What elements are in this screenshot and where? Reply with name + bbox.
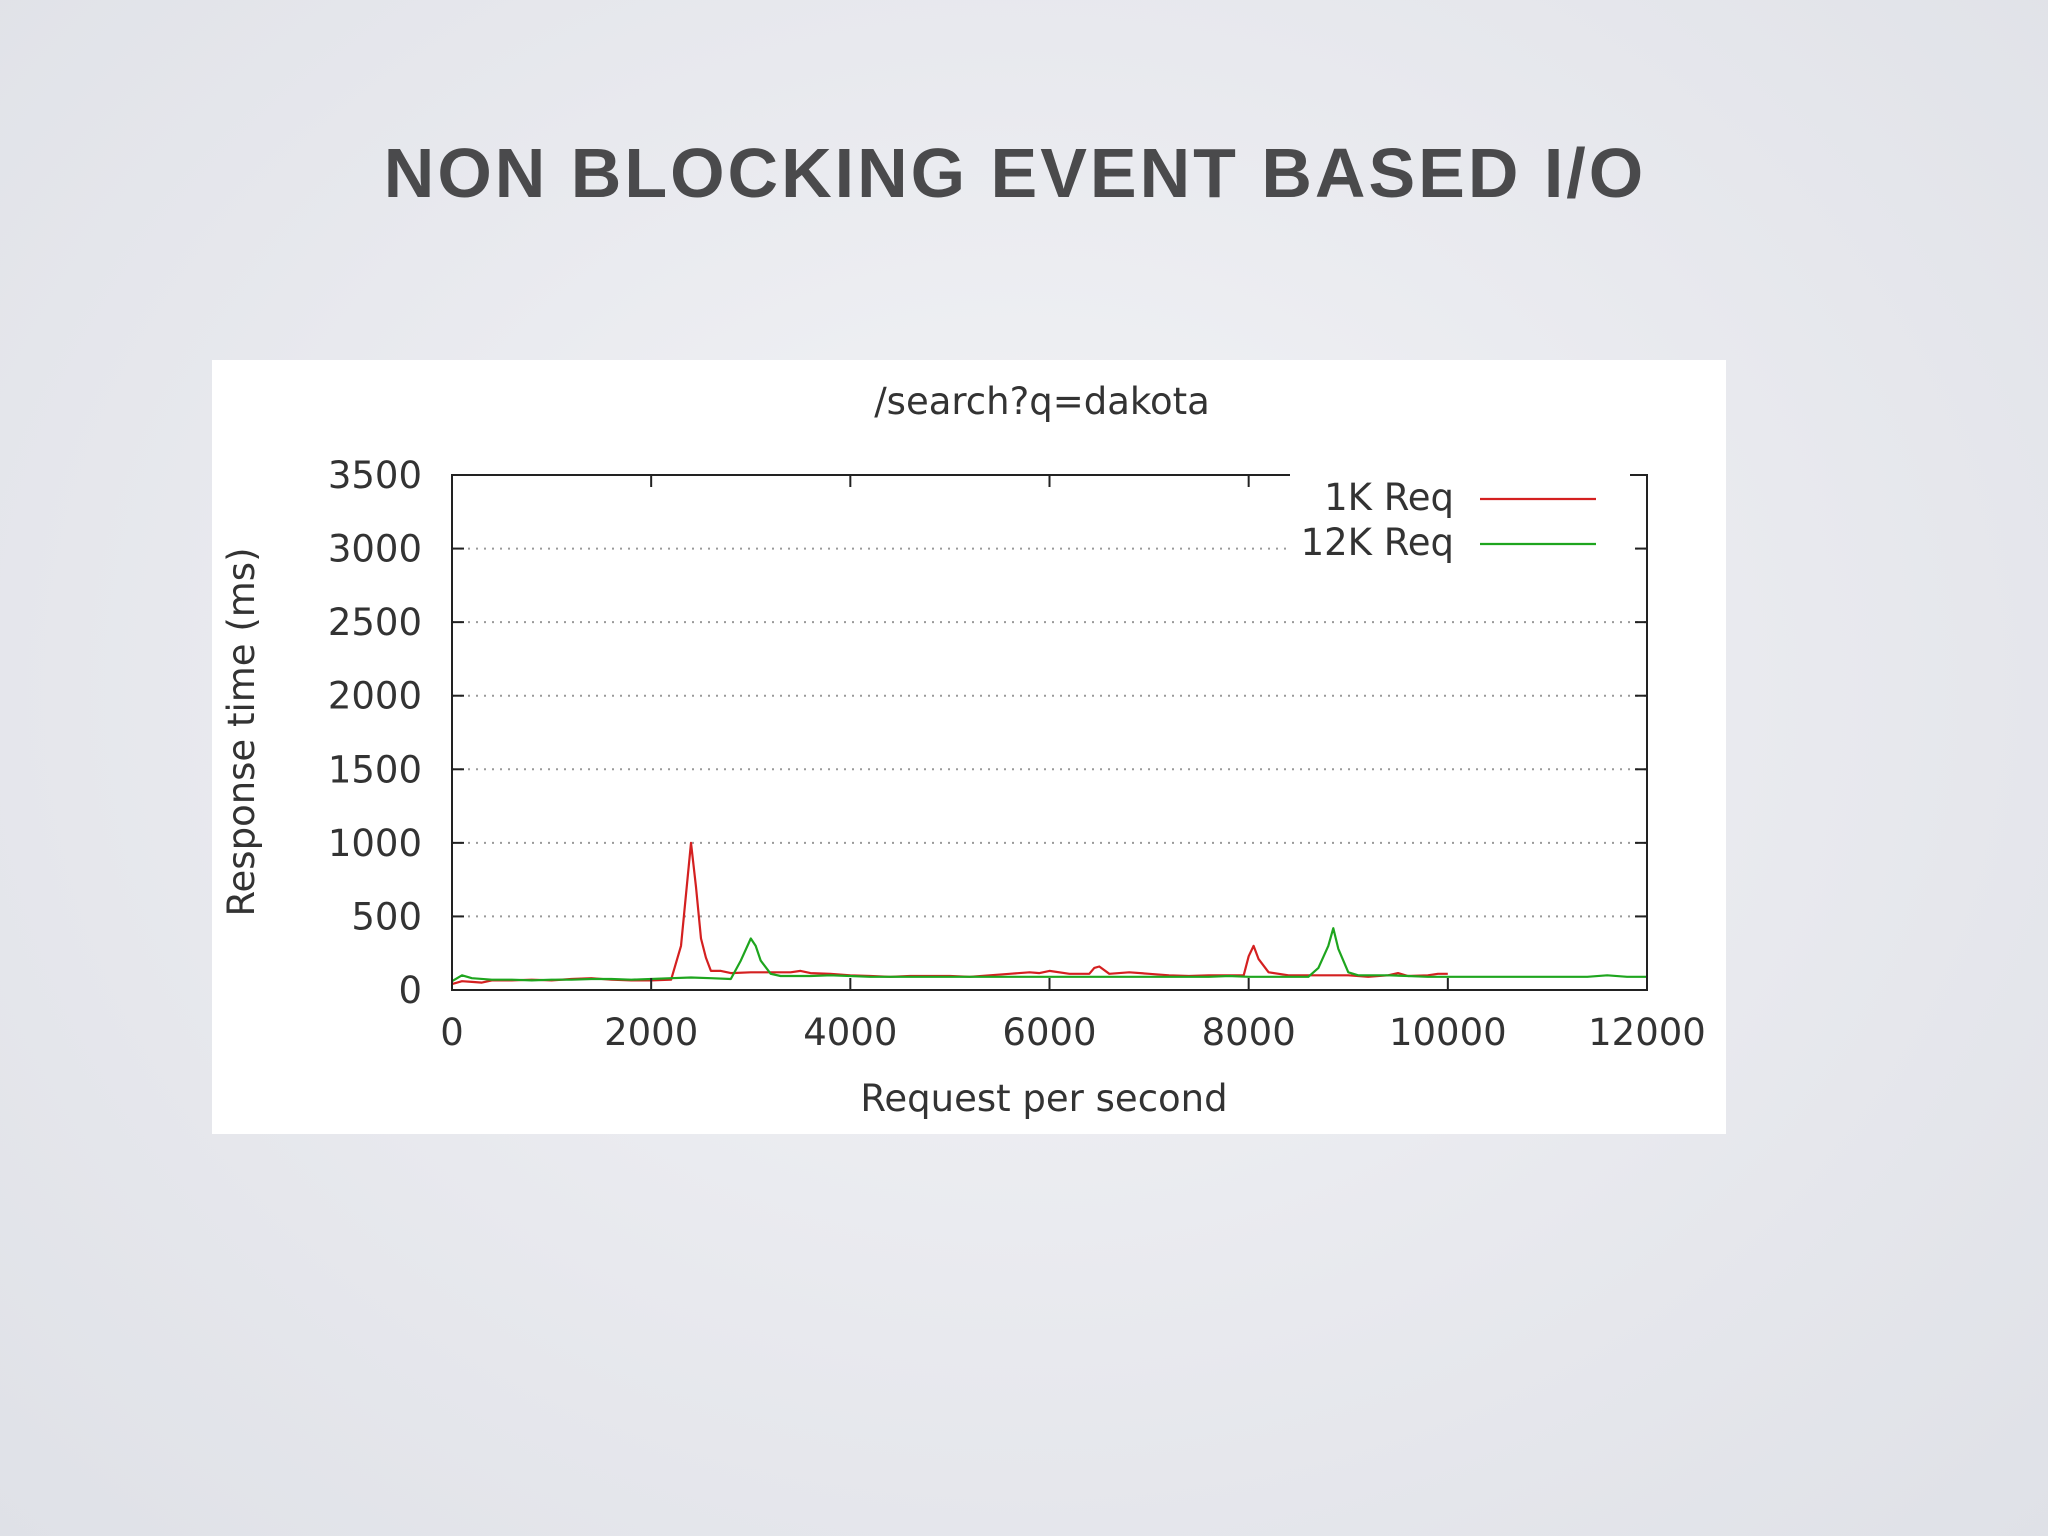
series-line-1k-req (451, 841, 1448, 986)
y-tick-label: 1500 (328, 748, 422, 791)
y-tick-labels: 0 500 1000 1500 2000 2500 3000 3500 (328, 454, 422, 1012)
x-tick-labels: 0 2000 4000 6000 8000 10000 12000 (440, 1011, 1706, 1054)
legend-label: 12K Req (1301, 521, 1454, 564)
x-tick-label: 12000 (1588, 1011, 1706, 1054)
y-tick-label: 2500 (328, 601, 422, 644)
x-tick-label: 2000 (604, 1011, 698, 1054)
legend-bg (1290, 518, 1630, 562)
x-tick-label: 0 (440, 1011, 464, 1054)
slide-title: NON BLOCKING EVENT BASED I/O (383, 134, 1647, 212)
line-chart: /search?q=dakota 0 500 1000 1500 2000 2500 300… (220, 380, 1706, 1120)
legend-label: 1K Req (1324, 476, 1454, 519)
x-tick-label: 8000 (1202, 1011, 1296, 1054)
legend-bg (1290, 473, 1630, 517)
grid-lines (452, 547, 1647, 918)
x-tick-label: 4000 (803, 1011, 897, 1054)
y-tick-label: 500 (351, 895, 422, 938)
y-tick-label: 2000 (328, 675, 422, 718)
chart-panel: /search?q=dakota 0 500 1000 1500 2000 2500 300… (212, 360, 1726, 1134)
x-tick-label: 10000 (1389, 1011, 1507, 1054)
y-tick-label: 1000 (328, 822, 422, 865)
x-tick-label: 6000 (1002, 1011, 1096, 1054)
y-axis-label: Response time (ms) (220, 547, 263, 916)
y-tick-label: 3000 (328, 528, 422, 571)
series-lines (451, 841, 1647, 986)
series-line-12k-req (451, 927, 1647, 983)
chart-title: /search?q=dakota (874, 380, 1210, 423)
y-tick-label: 0 (398, 969, 422, 1012)
x-axis-label: Request per second (860, 1077, 1227, 1120)
y-tick-label: 3500 (328, 454, 422, 497)
